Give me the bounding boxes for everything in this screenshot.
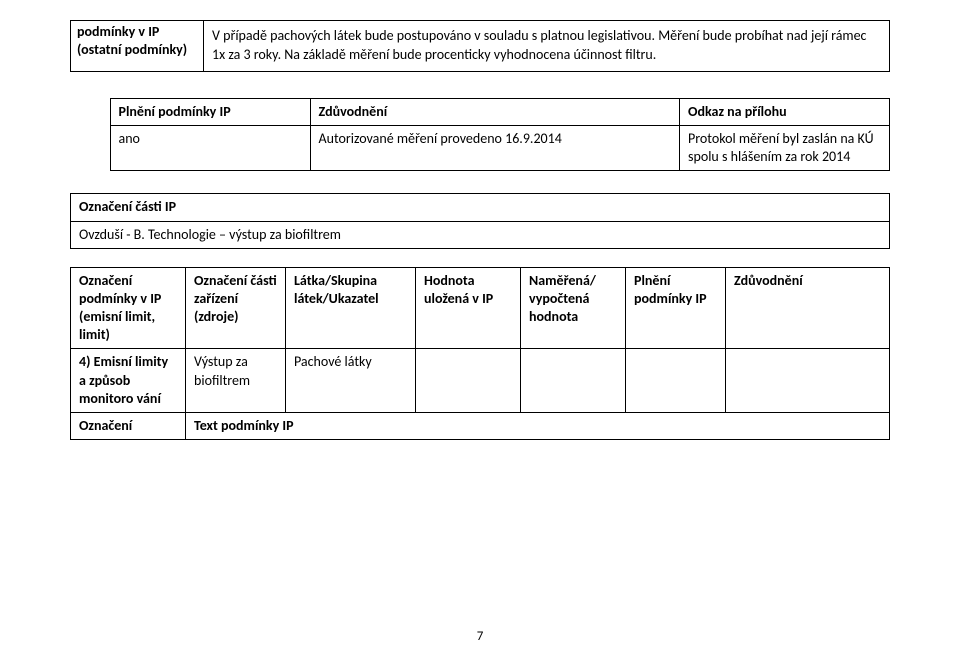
eval-cell-ano: ano [110,125,310,170]
page-number: 7 [0,629,960,644]
param-h1: Označení podmínky v IP (emisní limit, li… [71,267,186,349]
eval-header-zduvodneni: Zdůvodnění [310,98,680,125]
param-r1c1: 4) Emisní limity a způsob monitoro vání [71,349,186,413]
param-r1c3: Pachové látky [286,349,416,413]
param-table: Označení podmínky v IP (emisní limit, li… [70,267,890,413]
evaluation-table: Plnění podmínky IP Zdůvodnění Odkaz na p… [70,98,890,172]
param-r1c7 [726,349,890,413]
param-h2: Označení části zařízení (zdroje) [186,267,286,349]
eval-cell-protokol: Protokol měření byl zaslán na KÚ spolu s… [680,125,890,170]
eval-header-odkaz: Odkaz na přílohu [680,98,890,125]
eval-cell-mereni: Autorizované měření provedeno 16.9.2014 [310,125,680,170]
footer-label-row: Označení Text podmínky IP [70,413,890,440]
param-r1c5 [521,349,626,413]
param-h5: Naměřená/ vypočtená hodnota [521,267,626,349]
param-r1c2: Výstup za biofiltrem [186,349,286,413]
param-h4: Hodnota uložená v IP [416,267,521,349]
param-r1c6 [626,349,726,413]
footer-right-label: Text podmínky IP [186,413,890,440]
param-h3: Látka/Skupina látek/Ukazatel [286,267,416,349]
param-h6: Plnění podmínky IP [626,267,726,349]
top-box-left-label: podmínky v IP (ostatní podmínky) [70,20,203,72]
param-h7: Zdůvodnění [726,267,890,349]
section-box: Označení části IP Ovzduší - B. Technolog… [70,193,890,248]
top-box-right-text: V případě pachových látek bude postupová… [203,20,890,72]
top-condition-box: podmínky v IP (ostatní podmínky) V přípa… [70,20,890,72]
param-r1c4 [416,349,521,413]
section-label: Označení části IP [71,194,890,221]
section-value: Ovzduší - B. Technologie – výstup za bio… [71,221,890,248]
eval-header-plneni: Plnění podmínky IP [110,98,310,125]
page: podmínky v IP (ostatní podmínky) V přípa… [0,0,960,648]
footer-left-label: Označení [71,413,186,440]
